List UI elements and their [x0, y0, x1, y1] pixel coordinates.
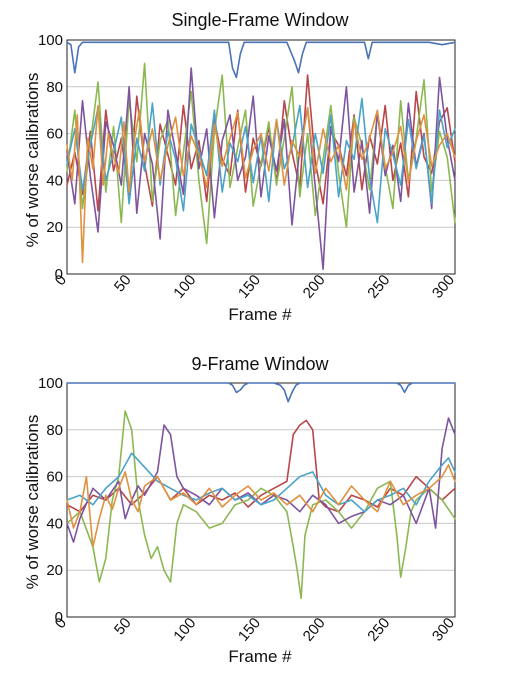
x-axis-label: Frame #	[228, 305, 292, 324]
x-tick-label: 50	[111, 615, 135, 639]
x-tick-label: 150	[235, 272, 264, 302]
y-tick-label: 40	[46, 172, 63, 189]
y-axis-label: % of worse calibrations	[23, 73, 42, 248]
series-line-1	[66, 41, 456, 79]
y-tick-label: 40	[46, 515, 63, 532]
x-tick-label: 250	[364, 272, 393, 302]
y-tick-label: 20	[46, 219, 63, 236]
y-tick-label: 100	[38, 375, 63, 392]
chart-title: Single-Frame Window	[171, 10, 349, 30]
y-axis-label: % of worse calibrations	[23, 415, 42, 590]
y-tick-label: 20	[46, 562, 63, 579]
y-tick-label: 0	[55, 609, 63, 626]
x-tick-label: 300	[429, 615, 458, 645]
y-tick-label: 0	[55, 266, 63, 283]
chart-single-frame: Single-Frame Window % of worse calibrati…	[23, 10, 458, 324]
y-tick-label: 100	[38, 32, 63, 49]
y-tick-label: 60	[46, 126, 63, 143]
x-tick-label: 50	[111, 272, 135, 296]
series-line-6	[66, 464, 456, 548]
x-axis-label: Frame #	[228, 647, 292, 666]
series-line-4	[66, 417, 456, 543]
y-tick-label: 60	[46, 469, 63, 486]
series-line-6	[66, 104, 456, 264]
x-tick-label: 150	[235, 615, 264, 645]
x-tick-label: 250	[364, 615, 393, 645]
x-tick-label: 200	[300, 272, 329, 302]
x-tick-label: 100	[170, 272, 199, 302]
series-line-5	[66, 452, 456, 513]
x-tick-label: 100	[170, 615, 199, 645]
y-tick-label: 80	[46, 79, 63, 96]
x-tick-label: 300	[429, 272, 458, 302]
chart-nine-frame: 9-Frame Window % of worse calibrations F…	[23, 354, 458, 666]
y-tick-label: 80	[46, 422, 63, 439]
x-tick-label: 200	[300, 615, 329, 645]
chart-title: 9-Frame Window	[191, 354, 329, 374]
series-line-4	[66, 67, 456, 271]
series-line-1	[66, 382, 456, 403]
